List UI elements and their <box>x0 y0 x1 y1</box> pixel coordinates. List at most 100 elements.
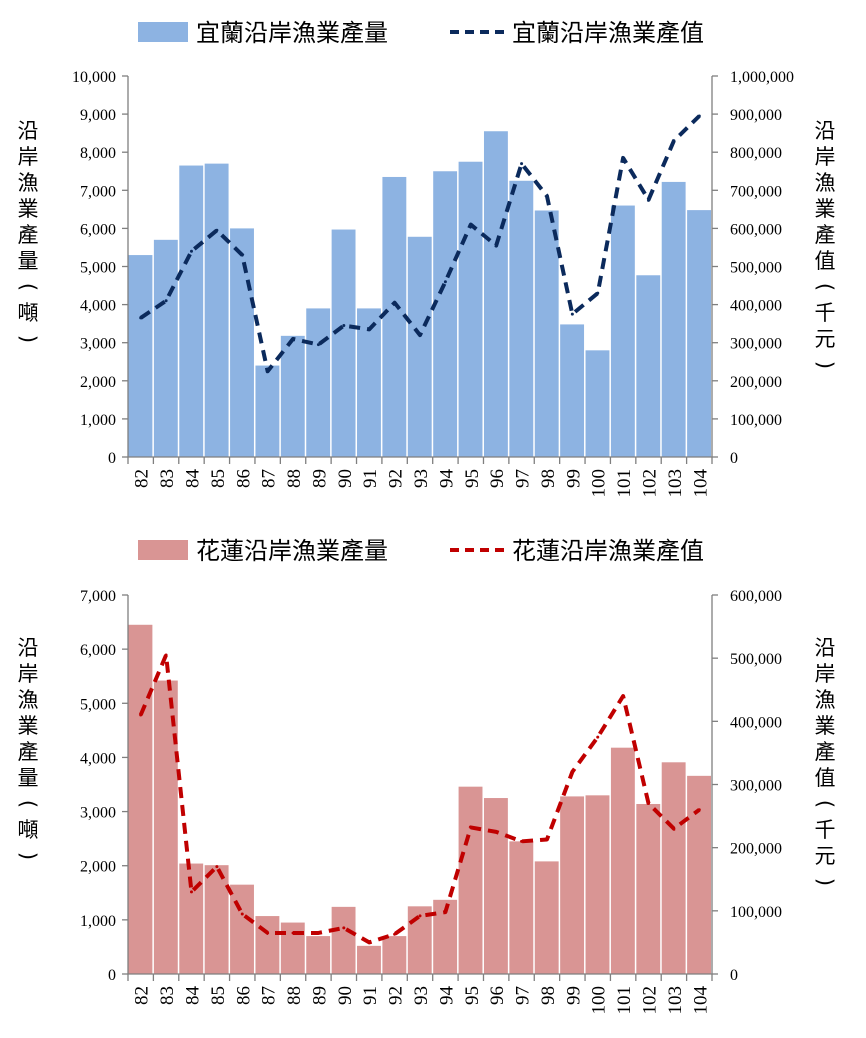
right-axis-title-char: ) <box>813 878 837 886</box>
category-label-94: 94 <box>436 469 457 489</box>
line-point-102 <box>647 801 651 805</box>
left-tick-label: 1,000 <box>80 913 116 930</box>
category-label-102: 102 <box>640 986 661 1015</box>
category-label-91: 91 <box>360 469 381 488</box>
left-tick-label: 2,000 <box>80 374 116 391</box>
line-point-103 <box>672 139 676 143</box>
legend-label-line: 花蓮沿岸漁業產值 <box>512 537 704 565</box>
right-tick-label: 900,000 <box>730 107 782 124</box>
left-axis-title-char: 沿 <box>18 636 39 660</box>
bar-103 <box>661 762 686 974</box>
left-axis-title-char: 業 <box>18 197 39 221</box>
line-point-90 <box>342 926 346 930</box>
line-point-104 <box>697 808 701 812</box>
line-points <box>139 114 701 373</box>
bar-92 <box>382 176 407 457</box>
bar-92 <box>382 936 407 974</box>
right-axis-title-char: 千 <box>815 301 836 325</box>
bar-101 <box>610 205 635 457</box>
bar-100 <box>585 350 610 457</box>
category-label-92: 92 <box>386 469 407 488</box>
right-tick-label: 0 <box>730 450 738 467</box>
line-point-87 <box>266 369 270 373</box>
category-labels: 82 83 84 85 86 87 88 89 90 91 92 93 94 95 96 97 98 99 100 1… <box>127 457 713 498</box>
category-labels: 82 83 84 85 86 87 88 89 90 91 92 93 94 95 96 97 98 99 100 1… <box>127 974 713 1015</box>
hualien-chart: 花蓮沿岸漁業產量 花蓮沿岸漁業產值 0 1,000 2,000 3,000 4,000 5,0… <box>16 537 837 1015</box>
left-tick-label: 7,000 <box>80 588 116 605</box>
left-tick-label: 0 <box>108 450 116 467</box>
right-tick-label: 200,000 <box>730 841 782 858</box>
category-label-99: 99 <box>563 469 584 488</box>
line-point-100 <box>596 735 600 739</box>
bar-94 <box>433 171 458 457</box>
right-axis-title-char: 岸 <box>815 662 836 686</box>
right-tick-label: 600,000 <box>730 588 782 605</box>
legend: 宜蘭沿岸漁業產量 宜蘭沿岸漁業產值 <box>138 19 704 47</box>
bar-85 <box>204 865 229 974</box>
bar-93 <box>407 236 432 457</box>
bar-84 <box>179 863 204 974</box>
bar-87 <box>255 916 280 974</box>
right-tick-label: 300,000 <box>730 778 782 795</box>
left-tick-labels: 0 1,000 2,000 3,000 4,000 5,000 6,000 7,000 <box>80 588 128 984</box>
left-tick-label: 4,000 <box>80 750 116 767</box>
right-axis-title-char: ( <box>813 800 837 808</box>
line-point-88 <box>291 337 295 341</box>
bar-91 <box>357 308 381 457</box>
bar-97 <box>509 841 534 974</box>
right-axis-title-char: 沿 <box>815 636 836 660</box>
line-point-97 <box>520 839 524 843</box>
category-label-100: 100 <box>589 986 610 1015</box>
line-point-87 <box>266 931 270 935</box>
left-tick-label: 5,000 <box>80 260 116 277</box>
bar-101 <box>610 747 635 974</box>
left-axis-title: 沿岸漁業產量 (噸) <box>16 636 40 860</box>
right-axis-title-char: 元 <box>815 327 836 351</box>
category-label-95: 95 <box>462 986 483 1005</box>
right-axis-title-char: ( <box>813 283 837 291</box>
line-point-84 <box>189 249 193 253</box>
bar-102 <box>636 803 661 974</box>
bar-97 <box>509 180 534 457</box>
left-tick-label: 6,000 <box>80 642 116 659</box>
category-label-97: 97 <box>513 469 534 488</box>
line-point-104 <box>697 114 701 118</box>
right-axis-title-char: 業 <box>815 197 836 221</box>
line-point-98 <box>545 837 549 841</box>
bar-87 <box>255 365 280 457</box>
line-point-91 <box>367 327 371 331</box>
category-label-84: 84 <box>182 469 203 489</box>
bar-98 <box>534 210 559 457</box>
category-label-84: 84 <box>182 986 203 1006</box>
category-label-104: 104 <box>690 469 711 498</box>
line-point-82 <box>139 316 143 320</box>
category-label-101: 101 <box>614 986 635 1015</box>
right-tick-label: 100,000 <box>730 412 782 429</box>
line-point-83 <box>164 653 168 657</box>
line-point-95 <box>469 825 473 829</box>
category-label-89: 89 <box>309 986 330 1005</box>
right-tick-label: 600,000 <box>730 221 782 238</box>
left-axis-title-char: 業 <box>18 714 39 738</box>
bar-99 <box>560 796 585 974</box>
left-axis-title-char: 量 <box>18 249 39 273</box>
right-tick-labels: 0 100,000 200,000 300,000 400,000 500,000 600,… <box>712 588 782 984</box>
line-point-103 <box>672 827 676 831</box>
left-tick-label: 3,000 <box>80 805 116 822</box>
right-axis-title-char: ) <box>813 361 837 369</box>
line-point-92 <box>393 301 397 305</box>
category-label-83: 83 <box>157 469 178 488</box>
legend-swatch-bar <box>138 22 188 42</box>
bar-94 <box>433 899 458 974</box>
left-axis-title-char: ) <box>16 852 40 860</box>
category-label-98: 98 <box>538 986 559 1005</box>
left-tick-label: 10,000 <box>72 69 116 86</box>
left-axis-title: 沿岸漁業產量 (噸) <box>16 119 40 343</box>
line-point-97 <box>520 162 524 166</box>
right-axis-title-char: 千 <box>815 818 836 842</box>
category-label-104: 104 <box>690 986 711 1015</box>
category-label-89: 89 <box>309 469 330 488</box>
bar-series <box>128 624 711 974</box>
line-point-92 <box>393 932 397 936</box>
category-label-101: 101 <box>614 469 635 498</box>
